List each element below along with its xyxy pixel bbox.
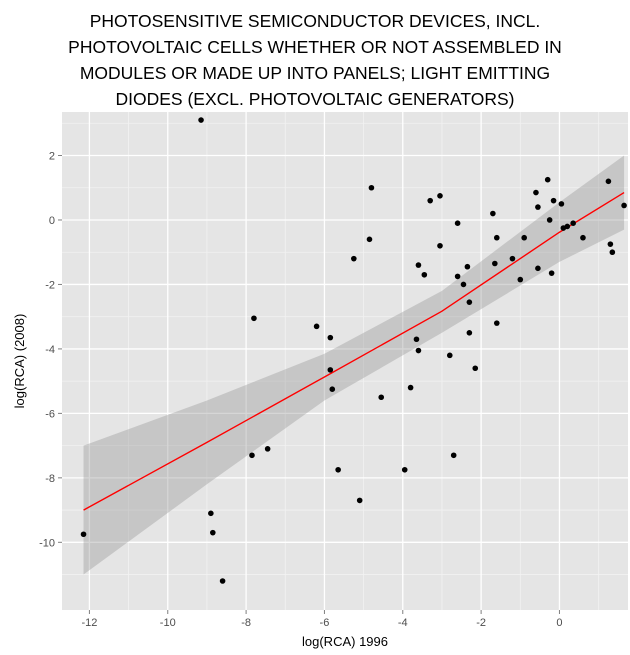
y-axis-title: log(RCA) (2008) [12,314,27,409]
y-tick-label: -8 [45,473,55,485]
data-point [454,273,461,280]
data-point [335,466,341,473]
x-tick-label: -8 [241,617,251,629]
data-point [533,189,539,196]
x-tick-label: -2 [476,617,486,629]
data-point [251,315,257,322]
data-point [208,510,214,517]
data-point [521,234,528,241]
data-point [490,210,496,217]
data-point [517,276,524,283]
data-point [249,452,255,459]
data-point [605,178,612,185]
data-point [493,320,500,326]
data-point [351,255,357,262]
data-point [327,334,334,341]
data-point [198,117,204,123]
x-tick-label: -12 [81,617,97,629]
data-point [546,217,553,223]
chart-title: PHOTOSENSITIVE SEMICONDUCTOR DEVICES, IN… [0,8,630,112]
x-axis-title: log(RCA) 1996 [302,634,388,649]
data-point [564,223,571,230]
data-point [368,184,375,191]
chart-title-line-3: MODULES OR MADE UP INTO PANELS; LIGHT EM… [79,63,551,83]
data-point [493,234,500,241]
data-point [366,236,373,243]
major-gridlines [62,112,628,610]
data-point [329,386,336,393]
y-tick-label: -10 [39,537,55,549]
x-axis-ticks: -12 -10 -8 -6 -4 -2 0 [81,610,563,629]
data-point [550,197,557,204]
data-point [492,260,498,267]
data-point [535,265,541,272]
data-point [580,234,586,241]
y-tick-label: -2 [45,279,55,291]
data-point [607,241,614,247]
data-point [80,531,87,538]
data-point [378,394,385,401]
x-tick-label: -6 [320,617,330,629]
chart-title-line-4: DIODES (EXCL. PHOTOVOLTAIC GENERATORS) [115,89,515,109]
confidence-band [83,155,625,575]
data-point [621,202,627,209]
data-point [401,466,408,473]
chart-title-line-1: PHOTOSENSITIVE SEMICONDUCTOR DEVICES, IN… [89,11,541,31]
data-point [472,365,479,372]
data-point [437,193,443,199]
y-tick-label: -6 [45,408,55,420]
data-point [446,352,453,359]
data-point [464,263,471,270]
plot-panel [62,112,628,610]
data-point [558,201,565,207]
y-tick-label: -4 [45,344,55,356]
data-point [460,281,467,288]
data-point [454,220,461,227]
data-point [421,271,428,278]
chart-title-line-2: PHOTOVOLTAIC CELLS WHETHER OR NOT ASSEMB… [68,37,562,57]
data-point [356,497,363,504]
x-tick-label: -4 [398,617,408,629]
data-point [437,242,443,249]
data-point [450,452,457,459]
data-point [548,270,555,276]
x-tick-label: 0 [556,617,562,629]
data-point [313,323,320,330]
data-point [219,578,226,584]
data-point [327,367,334,373]
y-tick-label: 2 [49,151,55,163]
data-point [264,446,271,452]
data-point [570,220,576,227]
y-axis-ticks: -10 -8 -6 -4 -2 0 2 [39,151,62,549]
x-tick-label: -10 [160,617,176,629]
data-point [415,347,422,354]
regression-line [83,191,625,511]
data-point [413,336,420,343]
data-point [210,529,216,536]
data-point [427,197,433,204]
data-points [80,117,627,584]
data-point [544,176,551,183]
data-point [466,299,473,305]
data-point [535,204,541,210]
data-point [609,249,616,256]
data-point [415,262,422,268]
data-point [509,255,516,262]
y-tick-label: 0 [49,215,55,227]
data-point [407,384,414,391]
data-point [466,329,473,336]
